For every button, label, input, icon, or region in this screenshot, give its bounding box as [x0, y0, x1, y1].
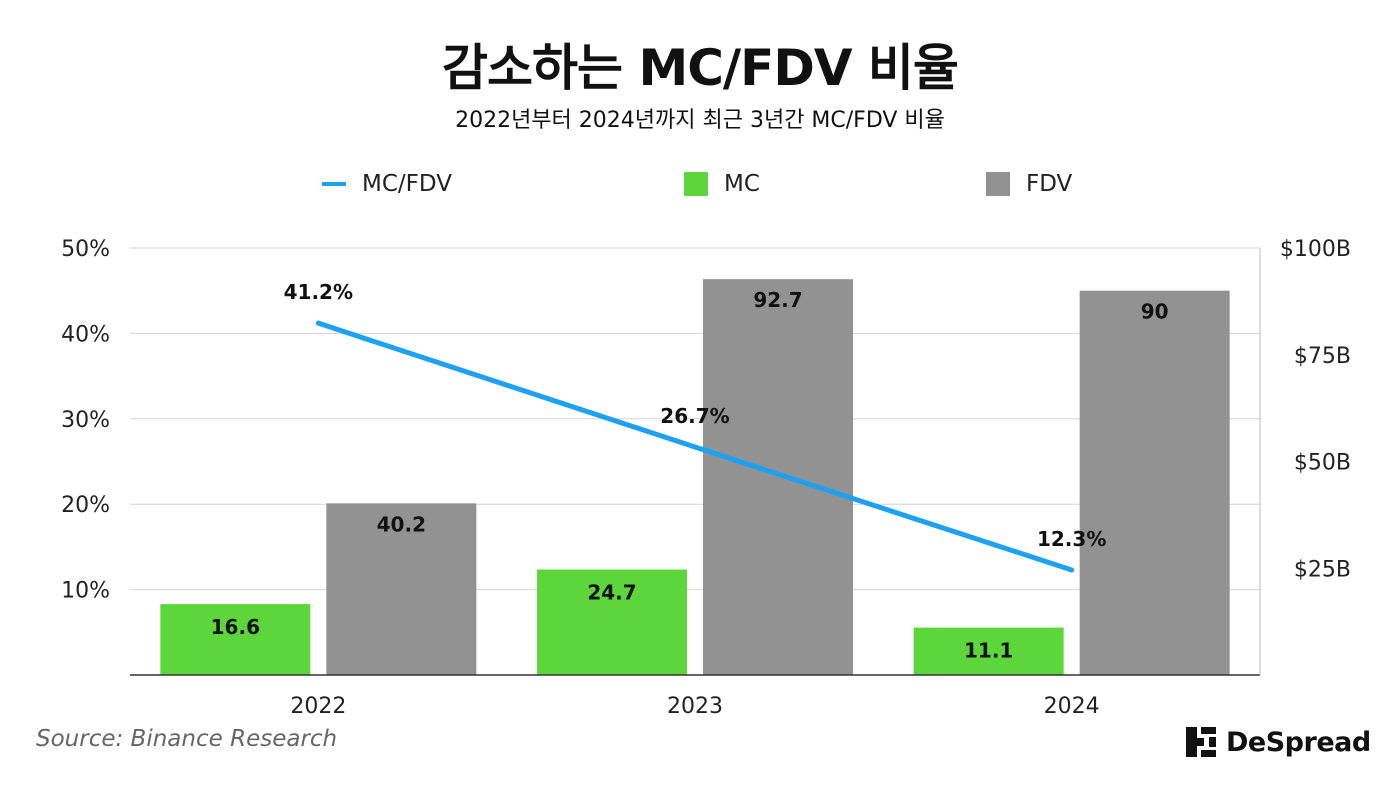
legend-label-mc: MC [724, 171, 760, 197]
bar-fdv-2023 [703, 279, 853, 675]
x-tick-label: 2024 [1044, 694, 1100, 719]
line-point-label: 26.7% [660, 404, 729, 428]
bar-mc-label: 16.6 [211, 615, 260, 639]
brand-name: DeSpread [1226, 726, 1371, 758]
chart-title: 감소하는 MC/FDV 비율 [442, 39, 959, 97]
left-tick-label: 40% [61, 322, 110, 347]
line-point-mc-fdv-2022 [315, 320, 321, 326]
legend-line-swatch [322, 182, 346, 186]
legend-label-mc-fdv: MC/FDV [362, 171, 452, 197]
right-tick-label: $50B [1294, 451, 1351, 476]
bar-mc-label: 11.1 [964, 639, 1013, 663]
bar-fdv-2024 [1079, 290, 1230, 675]
line-point-label: 41.2% [284, 280, 353, 304]
left-tick-label: 50% [61, 237, 110, 262]
right-tick-label: $100B [1280, 237, 1351, 262]
line-point-mc-fdv-2023 [692, 444, 698, 450]
bar-fdv-2022 [326, 503, 477, 675]
bar-mc-2024 [913, 627, 1064, 675]
left-tick-label: 30% [61, 408, 110, 433]
source-note: Source: Binance Research [36, 726, 338, 752]
bar-mc-2022 [160, 604, 311, 675]
legend-mc-swatch [684, 172, 708, 196]
x-tick-label: 2022 [290, 694, 346, 719]
legend-label-fdv: FDV [1026, 171, 1073, 197]
right-tick-label: $25B [1294, 557, 1351, 582]
legend-item-mc: MC [684, 170, 760, 198]
brand-logo: DeSpread [1184, 724, 1371, 760]
legend-item-mc-fdv: MC/FDV [322, 170, 452, 198]
left-tick-label: 20% [61, 493, 110, 518]
bar-fdv-label: 40.2 [377, 512, 426, 536]
bar-fdv-label: 90 [1141, 300, 1169, 324]
left-tick-label: 10% [61, 579, 110, 604]
bar-mc-label: 24.7 [587, 581, 636, 605]
chart-subtitle: 2022년부터 2024년까지 최근 3년간 MC/FDV 비율 [455, 108, 945, 133]
line-point-label: 12.3% [1037, 527, 1106, 551]
right-tick-label: $75B [1294, 344, 1351, 369]
bar-fdv-label: 92.7 [753, 288, 802, 312]
line-point-mc-fdv-2024 [1069, 567, 1075, 573]
legend-fdv-swatch [986, 172, 1010, 196]
despread-logo-icon [1186, 727, 1216, 757]
bar-mc-2023 [537, 569, 687, 675]
legend-item-fdv: FDV [986, 170, 1072, 198]
x-tick-label: 2023 [667, 694, 723, 719]
